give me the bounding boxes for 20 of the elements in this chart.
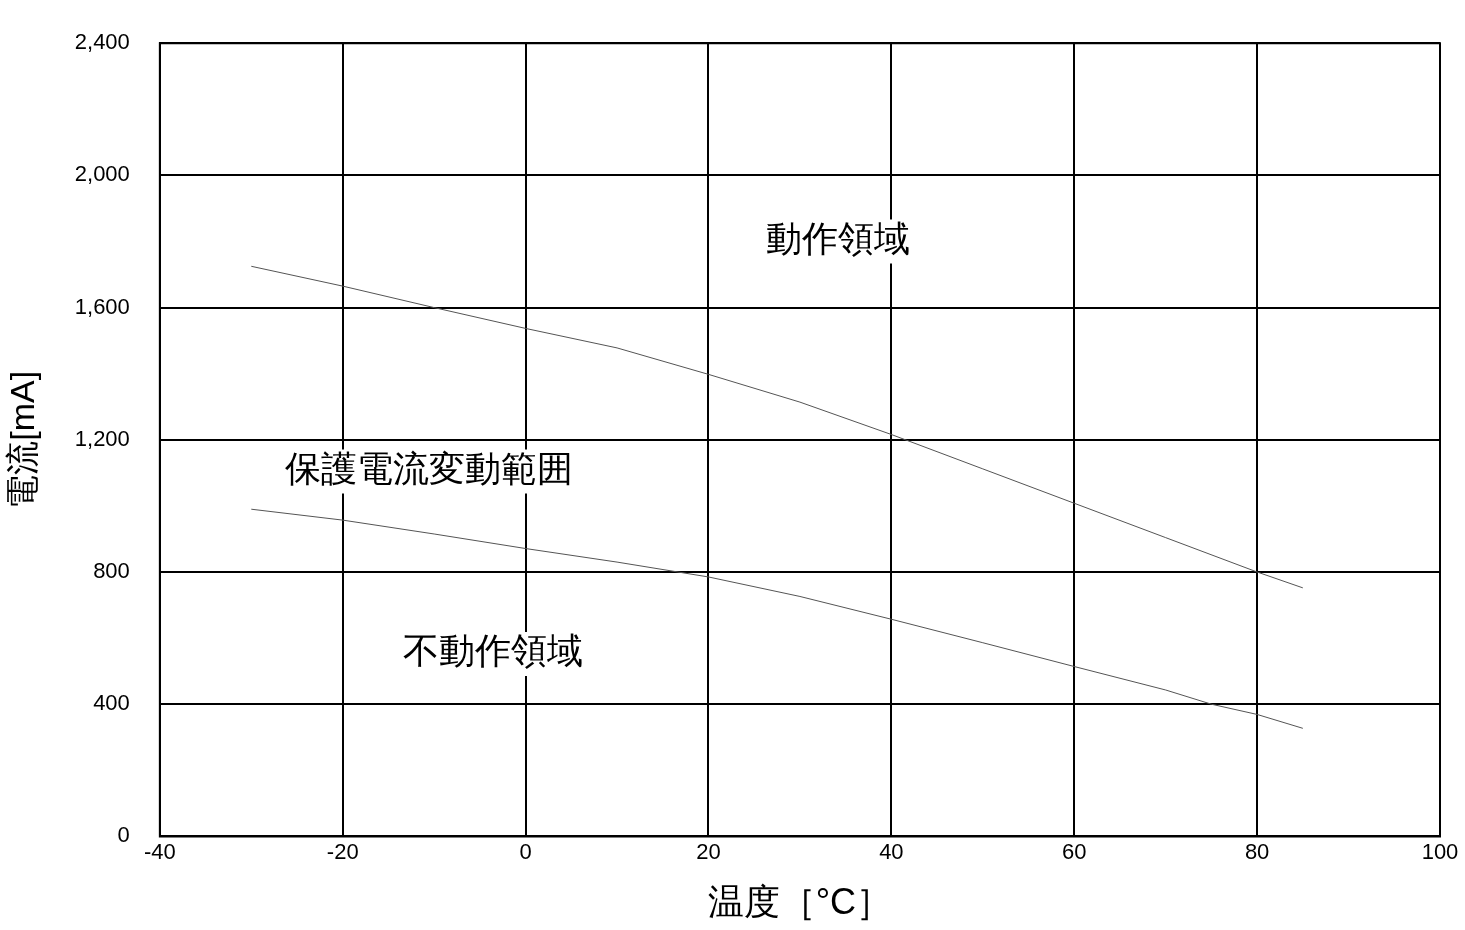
x-tick-label: 60 <box>1062 838 1087 864</box>
x-tick-label: 20 <box>696 838 721 864</box>
y-tick-label: 0 <box>117 822 130 848</box>
x-tick-label: -20 <box>326 838 359 864</box>
x-tick-label: -40 <box>143 838 176 864</box>
annotation: 不動作領域 <box>402 630 583 672</box>
annotation: 保護電流変動範囲 <box>284 447 573 489</box>
y-tick-label: 2,000 <box>74 161 130 187</box>
annotation: 動作領域 <box>766 217 911 259</box>
y-tick-label: 1,600 <box>74 293 130 319</box>
y-tick-label: 400 <box>93 690 130 716</box>
y-tick-label: 1,200 <box>74 425 130 451</box>
x-tick-label: 80 <box>1244 838 1270 864</box>
x-tick-label: 100 <box>1421 838 1459 864</box>
y-tick-label: 800 <box>93 558 130 584</box>
y-axis-title: 電流[mA] <box>2 370 41 509</box>
x-axis-title: 温度［°C］ <box>707 881 893 923</box>
x-tick-label: 0 <box>519 838 532 864</box>
y-tick-label: 2,400 <box>74 29 130 55</box>
x-tick-label: 40 <box>879 838 904 864</box>
